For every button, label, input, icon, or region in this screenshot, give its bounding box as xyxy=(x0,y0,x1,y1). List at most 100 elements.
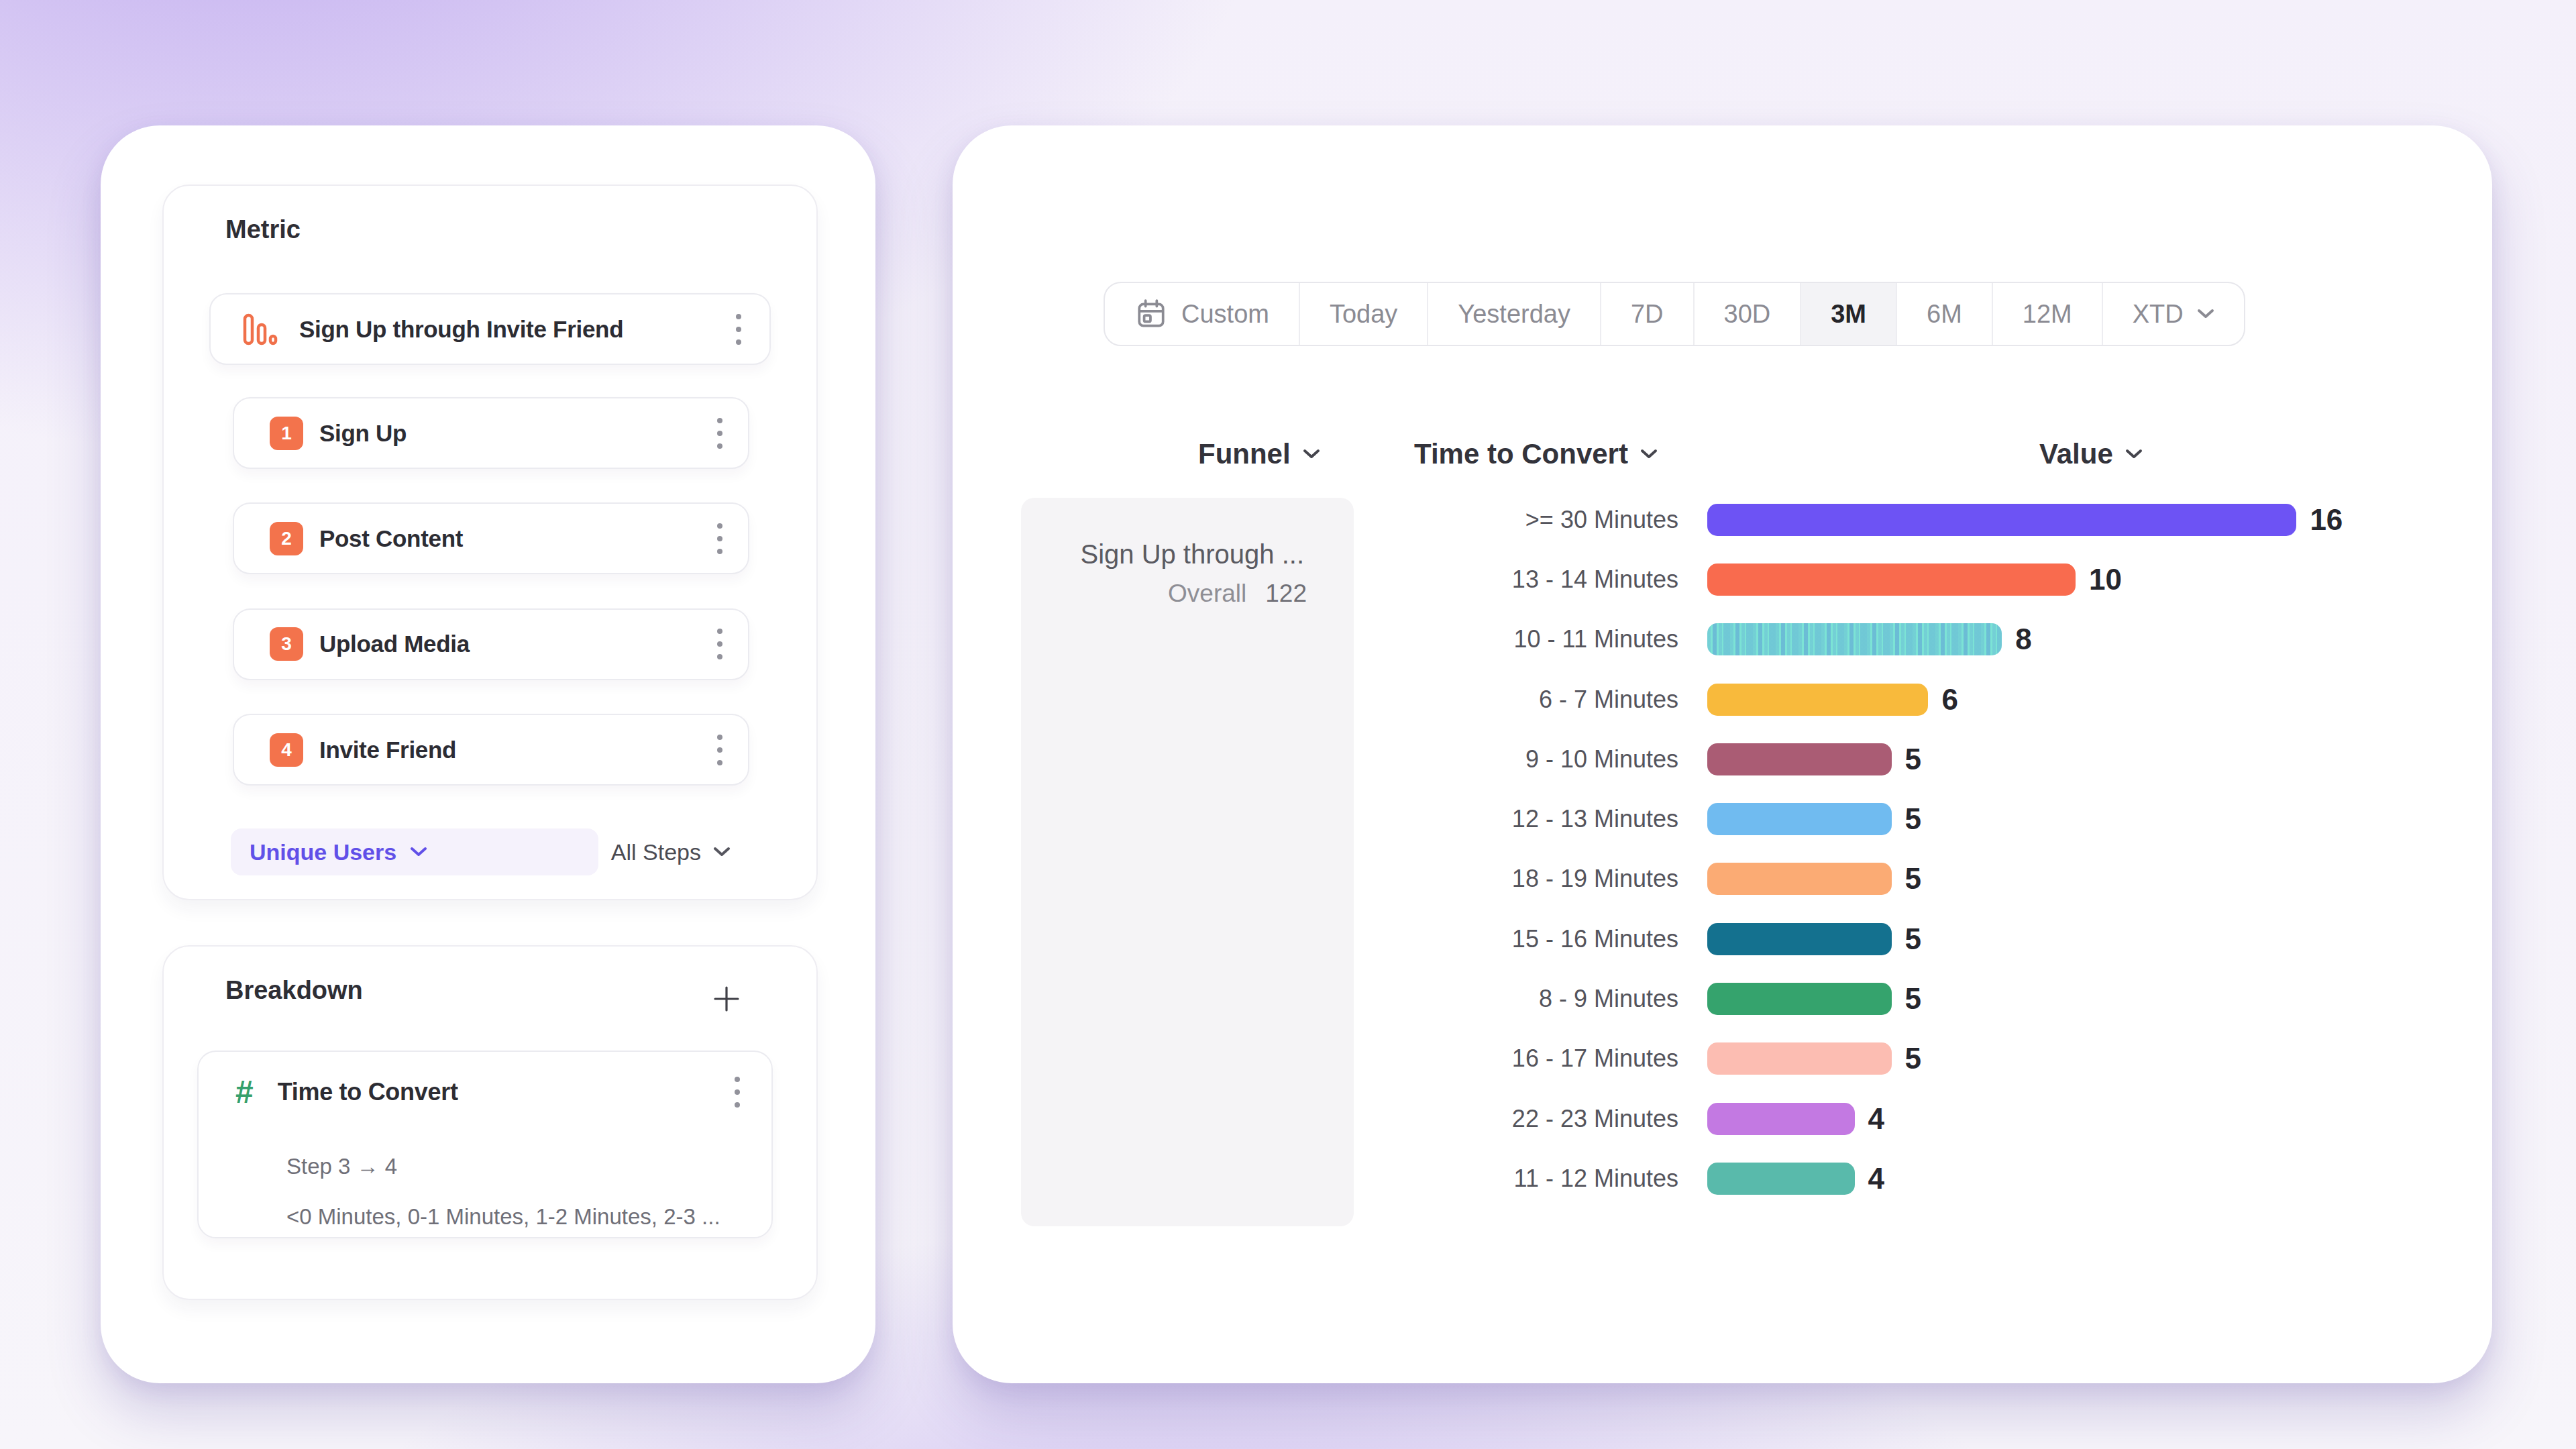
bar-row: 13 - 14 Minutes10 xyxy=(953,549,2492,609)
dashboard-background: Metric Sign Up through Invite Friend 1 Si… xyxy=(0,0,2576,1449)
chevron-down-icon xyxy=(1303,449,1320,460)
chevron-down-icon xyxy=(2125,449,2143,460)
breakdown-title: Breakdown xyxy=(225,976,363,1005)
bar-category-label: >= 30 Minutes xyxy=(953,506,1678,534)
step-number-badge: 4 xyxy=(270,733,303,767)
date-range-option-custom[interactable]: Custom xyxy=(1105,283,1300,345)
bar[interactable] xyxy=(1707,983,1892,1015)
breakdown-step-range: Step 3 → 4 xyxy=(286,1154,397,1179)
funnel-step-row[interactable]: 2 Post Content xyxy=(233,502,749,574)
counting-method-label: Unique Users xyxy=(250,839,396,865)
kebab-menu-icon[interactable] xyxy=(733,1077,741,1108)
bar-row: 11 - 12 Minutes 4 xyxy=(953,1148,2492,1208)
bar-value-label: 5 xyxy=(1905,922,1921,956)
bar-category-label: 10 - 11 Minutes xyxy=(953,625,1678,653)
metric-funnel-name: Sign Up through Invite Friend xyxy=(299,316,623,343)
date-range-option-6m[interactable]: 6M xyxy=(1897,283,1993,345)
chevron-down-icon xyxy=(713,847,731,857)
report-panel: CustomTodayYesterday7D30D3M6M12MXTD Funn… xyxy=(953,125,2492,1383)
bar-row: 10 - 11 Minutes 8 xyxy=(953,610,2492,669)
step-label: Post Content xyxy=(319,525,463,552)
bar[interactable] xyxy=(1707,1103,1855,1135)
kebab-menu-icon[interactable] xyxy=(716,418,724,449)
date-range-option-xtd[interactable]: XTD xyxy=(2103,283,2244,345)
bar-row: 8 - 9 Minutes 5 xyxy=(953,969,2492,1028)
bar[interactable] xyxy=(1707,623,2002,655)
kebab-menu-icon[interactable] xyxy=(716,735,724,765)
bar-category-label: 8 - 9 Minutes xyxy=(953,985,1678,1013)
date-range-option-3m[interactable]: 3M xyxy=(1801,283,1897,345)
chevron-down-icon xyxy=(1640,449,1658,460)
bar-row: 18 - 19 Minutes 5 xyxy=(953,849,2492,909)
chevron-down-icon xyxy=(410,847,427,857)
step-label: Invite Friend xyxy=(319,737,456,763)
bar-value-label: 5 xyxy=(1905,862,1921,896)
funnel-step-row[interactable]: 3 Upload Media xyxy=(233,608,749,680)
column-header-value[interactable]: Value xyxy=(2039,438,2143,470)
date-range-option-today[interactable]: Today xyxy=(1300,283,1428,345)
bar-category-label: 16 - 17 Minutes xyxy=(953,1044,1678,1073)
kebab-menu-icon[interactable] xyxy=(716,629,724,659)
bar[interactable] xyxy=(1707,684,1928,716)
bar-value-label: 5 xyxy=(1905,982,1921,1016)
bar-category-label: 18 - 19 Minutes xyxy=(953,865,1678,893)
bar-chart-icon xyxy=(243,313,279,346)
step-number-badge: 3 xyxy=(270,627,303,661)
chevron-down-icon xyxy=(2197,309,2214,319)
breakdown-item-title: Time to Convert xyxy=(278,1078,458,1106)
bar-row: 15 - 16 Minutes 5 xyxy=(953,909,2492,969)
steps-filter-dropdown[interactable]: All Steps xyxy=(611,839,731,865)
bar[interactable] xyxy=(1707,923,1892,955)
date-range-option-12m[interactable]: 12M xyxy=(1993,283,2103,345)
bar[interactable] xyxy=(1707,504,2296,536)
bar-value-label: 10 xyxy=(2089,563,2122,596)
bar[interactable] xyxy=(1707,564,2076,596)
steps-filter-label: All Steps xyxy=(611,839,701,865)
funnel-step-row[interactable]: 1 Sign Up xyxy=(233,397,749,469)
column-header-funnel[interactable]: Funnel xyxy=(1198,438,1320,470)
kebab-menu-icon[interactable] xyxy=(735,314,743,345)
date-range-option-30d[interactable]: 30D xyxy=(1695,283,1802,345)
bar-category-label: 6 - 7 Minutes xyxy=(953,686,1678,714)
bar-category-label: 9 - 10 Minutes xyxy=(953,745,1678,773)
funnel-step-row[interactable]: 4 Invite Friend xyxy=(233,714,749,786)
add-breakdown-button[interactable] xyxy=(712,984,741,1016)
bar-row: 6 - 7 Minutes6 xyxy=(953,669,2492,729)
breakdown-section: Breakdown # Time to Convert Step 3 → 4 <… xyxy=(162,945,818,1300)
bar[interactable] xyxy=(1707,803,1892,835)
bar-row: >= 30 Minutes16 xyxy=(953,490,2492,549)
date-range-picker: CustomTodayYesterday7D30D3M6M12MXTD xyxy=(1104,282,2245,346)
step-number-badge: 1 xyxy=(270,417,303,450)
bar-value-label: 4 xyxy=(1868,1102,1884,1136)
bar-category-label: 22 - 23 Minutes xyxy=(953,1105,1678,1133)
bar-category-label: 12 - 13 Minutes xyxy=(953,805,1678,833)
bar-value-label: 8 xyxy=(2015,623,2031,656)
counting-method-dropdown[interactable]: Unique Users xyxy=(231,828,598,875)
step-label: Upload Media xyxy=(319,631,470,657)
metric-title: Metric xyxy=(225,215,301,244)
bar[interactable] xyxy=(1707,1042,1892,1075)
query-builder-panel: Metric Sign Up through Invite Friend 1 Si… xyxy=(101,125,875,1383)
bar-value-label: 4 xyxy=(1868,1162,1884,1195)
bar-value-label: 5 xyxy=(1905,743,1921,776)
breakdown-item[interactable]: # Time to Convert Step 3 → 4 <0 Minutes,… xyxy=(197,1051,773,1238)
metric-footer: Unique Users All Steps xyxy=(164,828,816,875)
bar-chart: >= 30 Minutes1613 - 14 Minutes1010 - 11 … xyxy=(953,490,2492,1209)
kebab-menu-icon[interactable] xyxy=(716,523,724,554)
step-label: Sign Up xyxy=(319,420,407,447)
date-range-option-7d[interactable]: 7D xyxy=(1601,283,1695,345)
bar-value-label: 5 xyxy=(1905,1042,1921,1075)
bar-row: 22 - 23 Minutes 4 xyxy=(953,1089,2492,1148)
date-range-option-yesterday[interactable]: Yesterday xyxy=(1428,283,1601,345)
bar[interactable] xyxy=(1707,743,1892,775)
calendar-icon xyxy=(1134,297,1168,331)
metric-funnel-row[interactable]: Sign Up through Invite Friend xyxy=(209,293,771,365)
bar[interactable] xyxy=(1707,1163,1855,1195)
bar-category-label: 11 - 12 Minutes xyxy=(953,1165,1678,1193)
bar-category-label: 15 - 16 Minutes xyxy=(953,925,1678,953)
bar-row: 16 - 17 Minutes 5 xyxy=(953,1029,2492,1089)
column-header-breakdown[interactable]: Time to Convert xyxy=(1414,438,1658,470)
step-number-badge: 2 xyxy=(270,522,303,555)
hash-icon: # xyxy=(235,1073,254,1111)
bar[interactable] xyxy=(1707,863,1892,895)
